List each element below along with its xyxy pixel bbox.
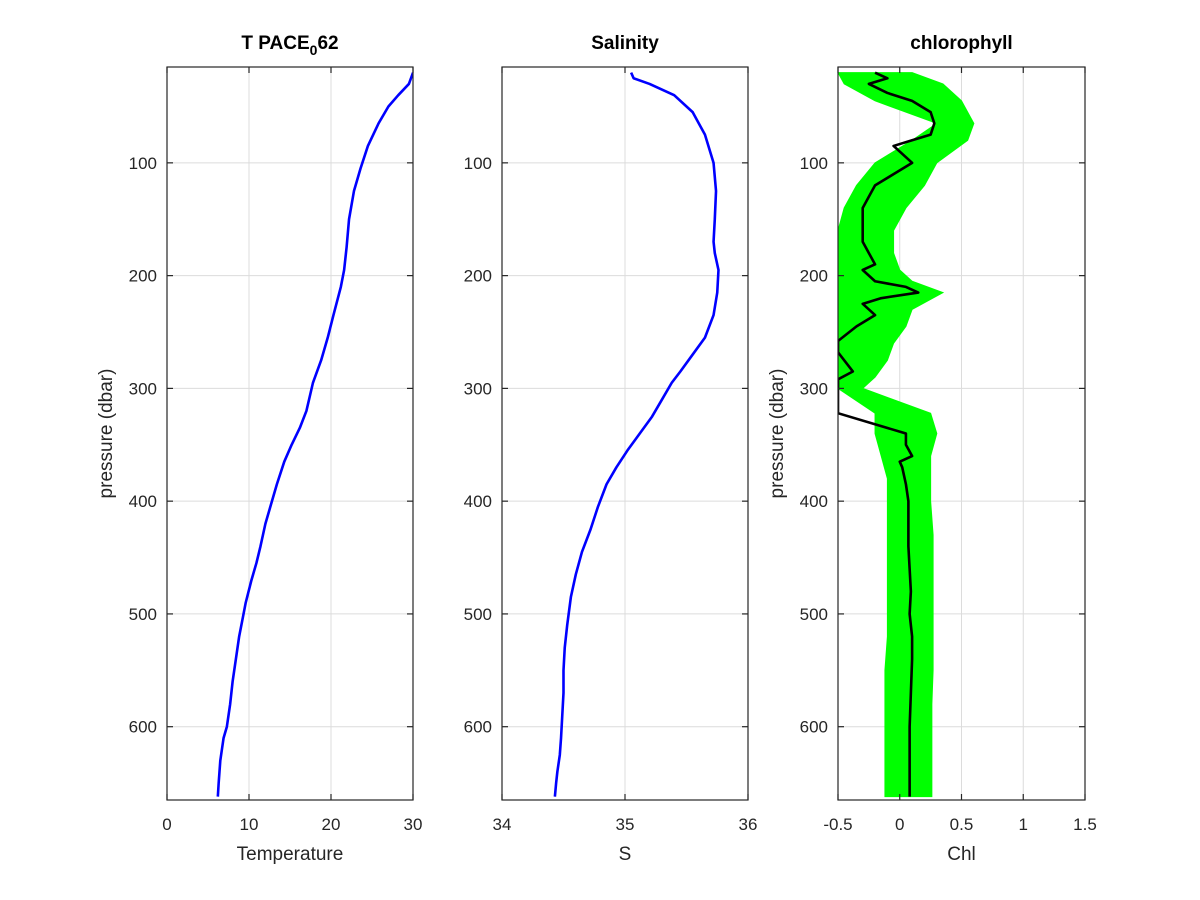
y-tick-label: 100 [129, 154, 157, 173]
x-tick-label: 0 [895, 815, 904, 834]
chart-panel-3: -0.5 0 0.5 1 1.5 100 200 300 400 500 600 Chl pressur… [767, 33, 1097, 865]
y-tick-label: 300 [129, 379, 157, 398]
data-layer [553, 72, 720, 797]
y-axis-label: pressure (dbar) [96, 369, 117, 499]
chart-title: chlorophyll [910, 33, 1012, 54]
x-axis-label: Temperature [237, 844, 344, 865]
plot-area [167, 67, 413, 800]
y-tick-label: 600 [800, 718, 828, 737]
y-tick-label: 100 [464, 154, 492, 173]
x-tick-label: 1 [1019, 815, 1028, 834]
x-tick-label: 34 [493, 815, 512, 834]
x-axis-label: S [619, 844, 632, 865]
y-axis-label: pressure (dbar) [767, 369, 788, 499]
y-tick-label: 500 [800, 605, 828, 624]
x-tick-label: 0.5 [950, 815, 974, 834]
x-tick-label: 36 [739, 815, 758, 834]
chart-panel-1: 0 10 20 30 100 200 300 400 500 600 Temperature pres… [96, 33, 422, 865]
x-tick-label: 35 [616, 815, 635, 834]
y-tick-label: 400 [129, 492, 157, 511]
title-subscript: 0 [310, 42, 318, 58]
x-tick-label: 0 [162, 815, 171, 834]
x-tick-label: -0.5 [823, 815, 852, 834]
axis-box [166, 66, 414, 801]
x-tick-label: 1.5 [1073, 815, 1097, 834]
x-tick-label: 30 [404, 815, 423, 834]
x-tick-label: 10 [240, 815, 259, 834]
y-tick-label: 600 [464, 718, 492, 737]
y-tick-label: 200 [129, 267, 157, 286]
chart-title: Salinity [591, 33, 659, 54]
y-tick-label: 500 [464, 605, 492, 624]
series-line-2 [838, 71, 936, 797]
x-tick-label: 20 [322, 815, 341, 834]
y-tick-label: 200 [464, 267, 492, 286]
chart-title: T PACE062 [241, 33, 338, 58]
y-tick-label: 100 [800, 154, 828, 173]
y-tick-label: 300 [464, 379, 492, 398]
y-tick-label: 400 [800, 492, 828, 511]
y-tick-label: 400 [464, 492, 492, 511]
y-tick-label: 500 [129, 605, 157, 624]
y-tick-label: 200 [800, 267, 828, 286]
title-suffix: 62 [317, 33, 338, 54]
y-tick-label: 300 [800, 379, 828, 398]
data-layer [838, 71, 975, 798]
x-axis-label: Chl [947, 844, 976, 865]
y-tick-label: 600 [129, 718, 157, 737]
series-line-1 [216, 72, 413, 797]
series-line-2 [553, 72, 720, 797]
chart-panel-2: 34 35 36 100 200 300 400 500 600 S Salinity [464, 33, 758, 865]
data-layer [216, 72, 413, 797]
